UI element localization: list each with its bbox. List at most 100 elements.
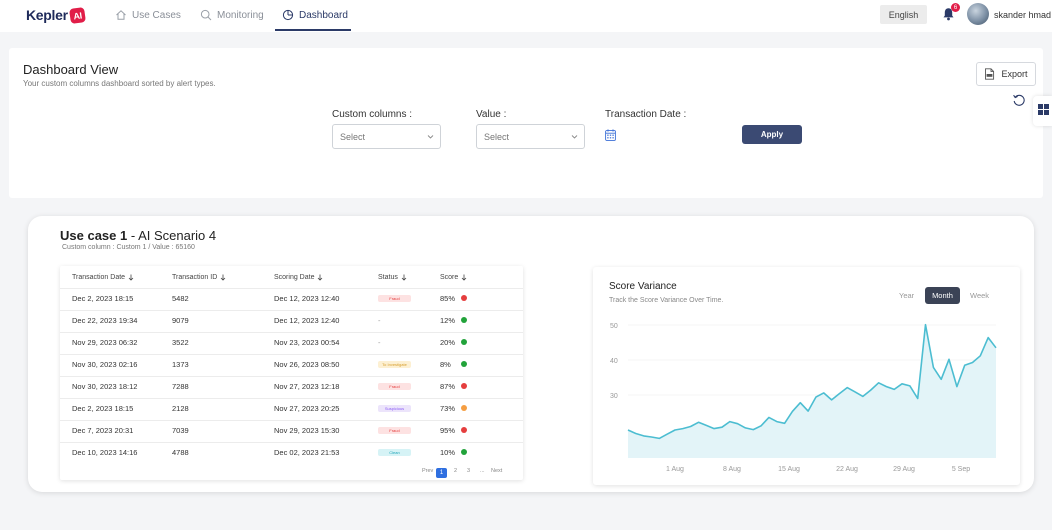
y-tick-label: 50	[610, 323, 618, 330]
sort-arrow-icon	[318, 274, 323, 281]
cell-scoring-date: Nov 27, 2023 20:25	[274, 404, 340, 413]
score-indicator-dot	[461, 449, 467, 455]
cell-scoring-date: Dec 02, 2023 21:53	[274, 448, 340, 457]
pagination-page-1[interactable]: 1	[436, 468, 447, 478]
cell-transaction-date: Dec 2, 2023 18:15	[72, 294, 134, 303]
cell-status: -	[378, 338, 381, 347]
pagination-page-2[interactable]: 2	[454, 468, 458, 474]
cell-transaction-id: 7039	[172, 426, 189, 435]
x-tick-label: 1 Aug	[666, 466, 684, 473]
cell-scoring-date: Dec 12, 2023 12:40	[274, 294, 340, 303]
pie-chart-icon	[282, 9, 294, 21]
cell-scoring-date: Nov 26, 2023 08:50	[274, 360, 340, 369]
apply-button[interactable]: Apply	[742, 125, 802, 144]
bell-icon[interactable]	[942, 7, 955, 21]
value-select[interactable]: Select	[476, 124, 585, 149]
notification-badge: 6	[951, 3, 960, 12]
row-divider	[60, 354, 523, 355]
custom-columns-value: Select	[340, 131, 366, 142]
period-tab-year[interactable]: Year	[899, 291, 915, 300]
cell-transaction-id: 5482	[172, 294, 189, 303]
pagination-page-3[interactable]: 3	[467, 468, 471, 474]
dashboard-filter-panel	[9, 48, 1043, 198]
column-header-score[interactable]: Score	[440, 274, 467, 281]
column-header-transaction-date[interactable]: Transaction Date	[72, 274, 134, 281]
column-header-label: Score	[440, 274, 459, 281]
cell-score: 95%	[440, 426, 456, 435]
user-avatar[interactable]	[967, 3, 989, 25]
pagination-prev[interactable]: Prev	[422, 468, 434, 474]
period-tab-month[interactable]: Month	[925, 287, 960, 304]
cell-score: 10%	[440, 448, 456, 457]
cell-transaction-id: 4788	[172, 448, 189, 457]
status-badge: Suspicious	[378, 405, 411, 412]
username[interactable]: skander hmad	[994, 10, 1052, 20]
export-button[interactable]: Export	[976, 62, 1036, 86]
grid-view-toggle[interactable]	[1033, 96, 1052, 126]
status-badge: Fraud	[378, 427, 411, 434]
x-tick-label: 29 Aug	[893, 466, 915, 473]
use-case-subtitle: Custom column : Custom 1 / Value : 65160	[62, 244, 195, 251]
row-divider	[60, 376, 523, 377]
cell-transaction-date: Dec 7, 2023 20:31	[72, 426, 134, 435]
chevron-down-icon	[571, 135, 578, 139]
period-tab-week[interactable]: Week	[970, 291, 990, 300]
home-icon	[116, 10, 126, 20]
chevron-down-icon	[427, 135, 434, 139]
cell-transaction-date: Dec 10, 2023 14:16	[72, 448, 138, 457]
score-indicator-dot	[461, 317, 467, 323]
score-variance-chart: 30 40 50 1 Aug 8 Aug 15 Aug 22 Aug 29 Aug 5 Sep	[610, 323, 997, 473]
nav-item-monitoring[interactable]: Monitoring	[200, 9, 264, 21]
x-tick-label: 5 Sep	[952, 466, 970, 473]
row-divider	[60, 442, 523, 443]
top-navigation-bar	[0, 0, 1052, 32]
cell-scoring-date: Nov 29, 2023 15:30	[274, 426, 340, 435]
score-indicator-dot	[461, 383, 467, 389]
kepler-ai-logo[interactable]: Kepler AI	[26, 6, 86, 24]
cell-transaction-id: 1373	[172, 360, 189, 369]
column-header-scoring-date[interactable]: Scoring Date	[274, 274, 323, 281]
cell-transaction-date: Dec 2, 2023 18:15	[72, 404, 134, 413]
cell-score: 20%	[440, 338, 456, 347]
pagination-next[interactable]: Next	[491, 468, 503, 474]
cell-score: 73%	[440, 404, 456, 413]
score-indicator-dot	[461, 405, 467, 411]
row-divider	[60, 398, 523, 399]
pdf-file-icon	[985, 68, 995, 80]
page-subtitle: Your custom columns dashboard sorted by …	[23, 79, 216, 88]
search-icon	[200, 9, 212, 21]
language-button[interactable]: English	[880, 5, 927, 24]
status-badge: Fraud	[378, 383, 411, 390]
row-divider	[60, 420, 523, 421]
row-divider	[60, 332, 523, 333]
calendar-icon[interactable]	[605, 129, 616, 141]
column-header-label: Transaction ID	[172, 274, 218, 281]
use-case-title-rest: - AI Scenario 4	[127, 228, 217, 243]
nav-item-label: Dashboard	[299, 9, 348, 21]
score-series-line	[627, 323, 997, 440]
chart-subtitle: Track the Score Variance Over Time.	[609, 297, 724, 304]
column-header-transaction-id[interactable]: Transaction ID	[172, 274, 226, 281]
score-indicator-dot	[461, 295, 467, 301]
cell-transaction-date: Nov 30, 2023 18:12	[72, 382, 138, 391]
active-tab-indicator	[275, 29, 351, 31]
column-header-label: Transaction Date	[72, 274, 126, 281]
row-divider	[60, 310, 523, 311]
column-header-status[interactable]: Status	[378, 274, 407, 281]
nav-item-use-cases[interactable]: Use Cases	[115, 9, 181, 21]
custom-columns-select[interactable]: Select	[332, 124, 441, 149]
cell-scoring-date: Nov 27, 2023 12:18	[274, 382, 340, 391]
y-tick-label: 30	[610, 393, 618, 400]
cell-score: 87%	[440, 382, 456, 391]
pagination-ellipsis: ...	[480, 468, 485, 474]
nav-item-dashboard[interactable]: Dashboard	[282, 9, 348, 21]
status-badge: Fraud	[378, 295, 411, 302]
logo-badge: AI	[68, 6, 86, 24]
logo-text: Kepler	[26, 7, 68, 23]
refresh-icon[interactable]	[1012, 93, 1026, 107]
cell-transaction-date: Nov 30, 2023 02:16	[72, 360, 138, 369]
status-badge: To Investigate	[378, 361, 411, 368]
status-badge: Clean	[378, 449, 411, 456]
score-indicator-dot	[461, 361, 467, 367]
cell-transaction-id: 2128	[172, 404, 189, 413]
